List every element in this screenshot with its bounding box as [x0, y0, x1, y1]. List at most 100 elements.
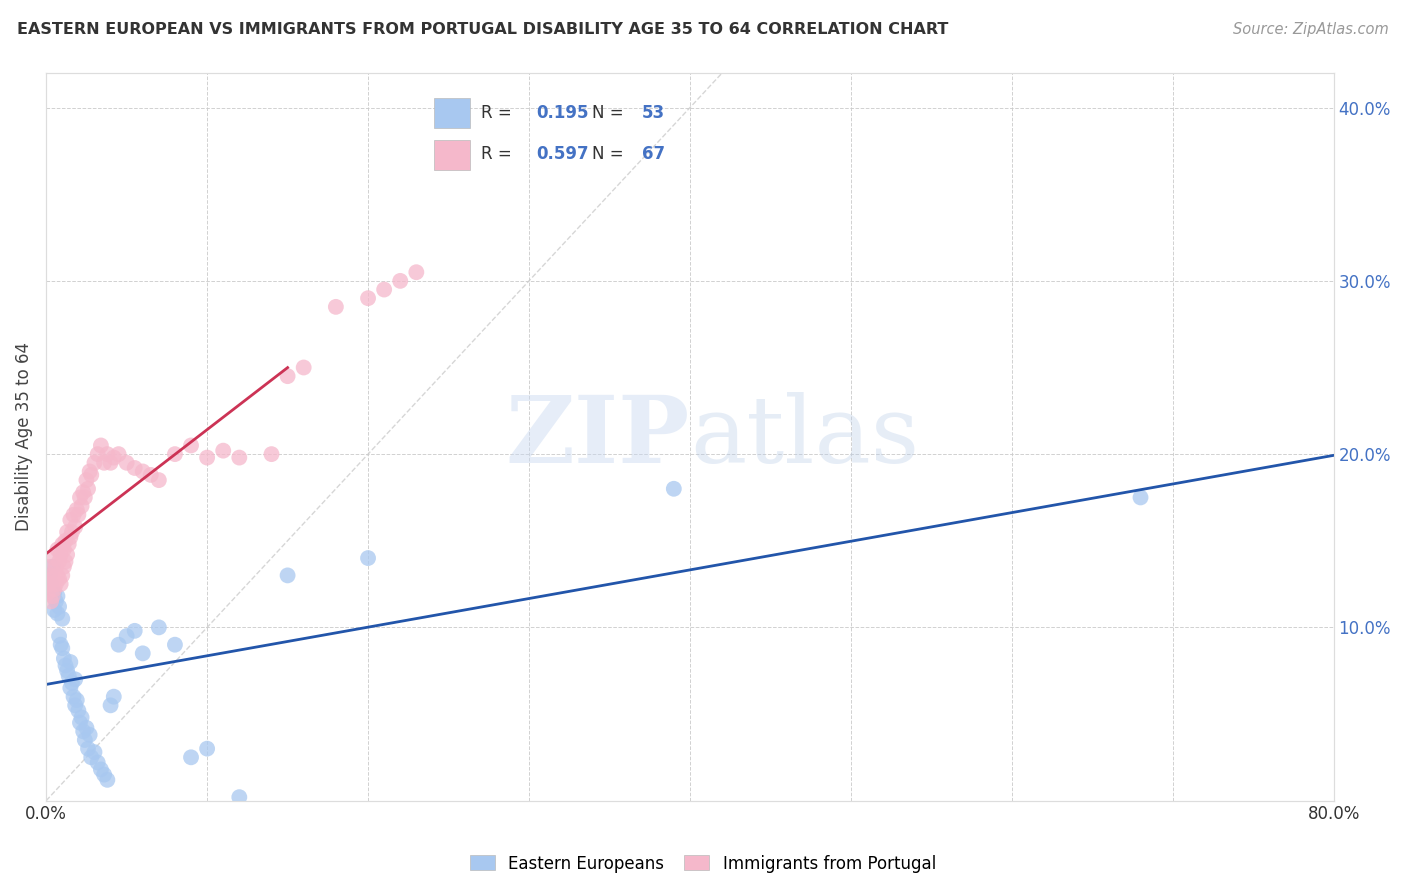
Point — [212, 443, 235, 458]
Text: Source: ZipAtlas.com: Source: ZipAtlas.com — [1233, 22, 1389, 37]
Point — [100, 698, 122, 713]
Point — [38, 559, 60, 574]
Point — [389, 274, 412, 288]
Point — [73, 733, 96, 747]
Point — [38, 568, 60, 582]
Point — [96, 772, 118, 787]
Point — [180, 438, 202, 452]
Point — [44, 603, 66, 617]
Point — [195, 741, 218, 756]
Point — [59, 681, 82, 695]
Point — [73, 491, 96, 505]
Point — [75, 473, 97, 487]
Point — [39, 568, 62, 582]
Point — [59, 655, 82, 669]
Point — [63, 520, 86, 534]
Point — [39, 577, 62, 591]
Point — [58, 669, 80, 683]
Point — [69, 715, 91, 730]
Legend: Eastern Europeans, Immigrants from Portugal: Eastern Europeans, Immigrants from Portu… — [464, 848, 942, 880]
Point — [56, 525, 79, 540]
Point — [45, 594, 67, 608]
Point — [93, 456, 115, 470]
Point — [1129, 491, 1152, 505]
Point — [357, 291, 380, 305]
Point — [51, 537, 73, 551]
Point — [195, 450, 218, 465]
Point — [52, 559, 75, 574]
Point — [77, 741, 100, 756]
Point — [124, 624, 146, 638]
Point — [93, 767, 115, 781]
Point — [44, 582, 66, 597]
Point — [38, 577, 60, 591]
Point — [66, 693, 89, 707]
Point — [72, 485, 94, 500]
Point — [79, 728, 101, 742]
Point — [59, 530, 82, 544]
Point — [55, 658, 77, 673]
Point — [49, 577, 72, 591]
Point — [325, 300, 347, 314]
Point — [41, 589, 63, 603]
Point — [100, 456, 122, 470]
Point — [46, 607, 69, 621]
Point — [115, 629, 138, 643]
Point — [228, 790, 250, 805]
Point — [44, 585, 66, 599]
Point — [72, 724, 94, 739]
Point — [139, 467, 162, 482]
Point — [70, 499, 93, 513]
Point — [103, 690, 125, 704]
Point — [41, 572, 63, 586]
Point — [80, 467, 103, 482]
Point — [60, 525, 83, 540]
Point — [357, 551, 380, 566]
Point — [79, 465, 101, 479]
Point — [277, 369, 299, 384]
Point — [51, 568, 73, 582]
Point — [51, 612, 73, 626]
Point — [39, 594, 62, 608]
Point — [124, 461, 146, 475]
Point — [48, 599, 70, 614]
Point — [163, 638, 186, 652]
Point — [62, 508, 84, 522]
Text: EASTERN EUROPEAN VS IMMIGRANTS FROM PORTUGAL DISABILITY AGE 35 TO 64 CORRELATION: EASTERN EUROPEAN VS IMMIGRANTS FROM PORT… — [17, 22, 948, 37]
Point — [63, 698, 86, 713]
Point — [46, 542, 69, 557]
Point — [67, 704, 90, 718]
Point — [86, 756, 108, 770]
Point — [115, 456, 138, 470]
Point — [56, 548, 79, 562]
Point — [46, 568, 69, 582]
Point — [52, 651, 75, 665]
Point — [48, 629, 70, 643]
Point — [103, 450, 125, 465]
Point — [58, 537, 80, 551]
Point — [44, 551, 66, 566]
Text: ZIP: ZIP — [506, 392, 690, 482]
Point — [62, 690, 84, 704]
Point — [132, 646, 155, 660]
Point — [107, 638, 129, 652]
Point — [80, 750, 103, 764]
Point — [49, 638, 72, 652]
Point — [180, 750, 202, 764]
Point — [46, 589, 69, 603]
Point — [45, 577, 67, 591]
Point — [292, 360, 315, 375]
Point — [86, 447, 108, 461]
Point — [55, 555, 77, 569]
Point — [373, 283, 395, 297]
Point — [148, 473, 170, 487]
Point — [77, 482, 100, 496]
Point — [662, 482, 685, 496]
Point — [60, 675, 83, 690]
Point — [148, 620, 170, 634]
Point — [51, 641, 73, 656]
Point — [405, 265, 427, 279]
Point — [37, 585, 59, 599]
Point — [59, 513, 82, 527]
Point — [49, 548, 72, 562]
